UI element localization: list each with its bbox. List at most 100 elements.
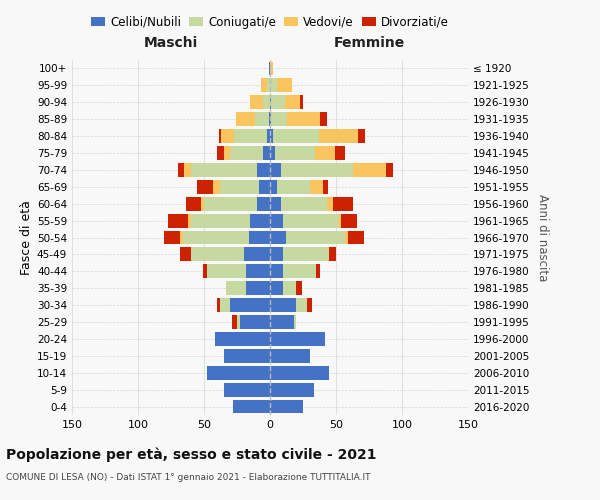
Bar <box>224 349 270 363</box>
Bar <box>270 282 283 295</box>
Bar <box>270 366 329 380</box>
Bar <box>275 146 315 160</box>
Bar <box>220 298 230 312</box>
Bar <box>232 315 237 329</box>
Bar <box>270 214 283 228</box>
Text: COMUNE DI LESA (NO) - Dati ISTAT 1° gennaio 2021 - Elaborazione TUTTITALIA.IT: COMUNE DI LESA (NO) - Dati ISTAT 1° genn… <box>6 472 371 482</box>
Bar <box>270 332 325 346</box>
Bar <box>217 146 224 160</box>
Bar <box>270 400 303 413</box>
Bar <box>204 197 257 210</box>
Text: Femmine: Femmine <box>334 36 404 50</box>
Bar <box>244 248 270 262</box>
Bar <box>261 78 268 92</box>
Bar <box>301 96 303 109</box>
Bar <box>286 230 345 244</box>
Bar <box>218 129 221 143</box>
Bar <box>217 298 220 312</box>
Bar <box>329 248 336 262</box>
Bar <box>184 163 191 177</box>
Bar <box>270 96 271 109</box>
Bar <box>335 146 345 160</box>
Bar <box>246 282 270 295</box>
Text: Maschi: Maschi <box>144 36 198 50</box>
Bar <box>284 96 301 109</box>
Bar <box>164 230 180 244</box>
Bar <box>270 298 296 312</box>
Bar <box>257 197 270 210</box>
Bar <box>281 197 327 210</box>
Legend: Celibi/Nubili, Coniugati/e, Vedovi/e, Divorziati/e: Celibi/Nubili, Coniugati/e, Vedovi/e, Di… <box>86 11 454 34</box>
Y-axis label: Anni di nascita: Anni di nascita <box>536 194 549 281</box>
Bar <box>215 332 270 346</box>
Bar <box>206 264 246 278</box>
Bar <box>191 248 244 262</box>
Bar <box>345 230 348 244</box>
Bar <box>259 180 270 194</box>
Bar <box>315 146 335 160</box>
Bar <box>323 180 328 194</box>
Bar <box>237 315 239 329</box>
Bar <box>263 96 270 109</box>
Bar <box>270 62 272 76</box>
Bar <box>206 366 270 380</box>
Bar <box>270 146 275 160</box>
Bar <box>230 298 270 312</box>
Bar <box>263 146 270 160</box>
Bar <box>233 400 270 413</box>
Bar <box>256 112 269 126</box>
Bar <box>230 146 263 160</box>
Bar <box>202 197 204 210</box>
Bar <box>221 129 235 143</box>
Bar <box>270 315 294 329</box>
Bar <box>188 214 191 228</box>
Bar <box>270 163 281 177</box>
Bar <box>270 382 314 396</box>
Bar <box>283 248 329 262</box>
Bar <box>307 298 312 312</box>
Bar <box>386 163 393 177</box>
Bar <box>271 96 284 109</box>
Bar <box>180 248 191 262</box>
Bar <box>283 214 338 228</box>
Bar <box>270 349 310 363</box>
Bar <box>246 264 270 278</box>
Bar <box>348 230 364 244</box>
Bar <box>185 197 202 210</box>
Bar <box>271 112 287 126</box>
Bar <box>250 96 263 109</box>
Bar <box>270 112 271 126</box>
Y-axis label: Fasce di età: Fasce di età <box>20 200 33 275</box>
Bar <box>191 214 250 228</box>
Bar <box>358 129 365 143</box>
Bar <box>213 180 220 194</box>
Bar <box>283 264 316 278</box>
Bar <box>257 163 270 177</box>
Bar <box>270 180 277 194</box>
Bar <box>294 315 296 329</box>
Bar <box>270 129 272 143</box>
Text: Popolazione per età, sesso e stato civile - 2021: Popolazione per età, sesso e stato civil… <box>6 448 377 462</box>
Bar <box>269 62 270 76</box>
Bar <box>270 230 286 244</box>
Bar <box>226 282 246 295</box>
Bar <box>334 197 353 210</box>
Bar <box>277 78 292 92</box>
Bar <box>169 214 188 228</box>
Bar <box>353 163 386 177</box>
Bar <box>277 180 310 194</box>
Bar <box>296 298 307 312</box>
Bar <box>327 197 334 210</box>
Bar <box>316 264 320 278</box>
Bar <box>220 180 259 194</box>
Bar <box>283 282 296 295</box>
Bar <box>270 78 277 92</box>
Bar <box>341 214 357 228</box>
Bar <box>269 112 270 126</box>
Bar <box>180 230 183 244</box>
Bar <box>270 264 283 278</box>
Bar <box>270 248 283 262</box>
Bar <box>296 282 302 295</box>
Bar <box>268 129 270 143</box>
Bar <box>224 146 230 160</box>
